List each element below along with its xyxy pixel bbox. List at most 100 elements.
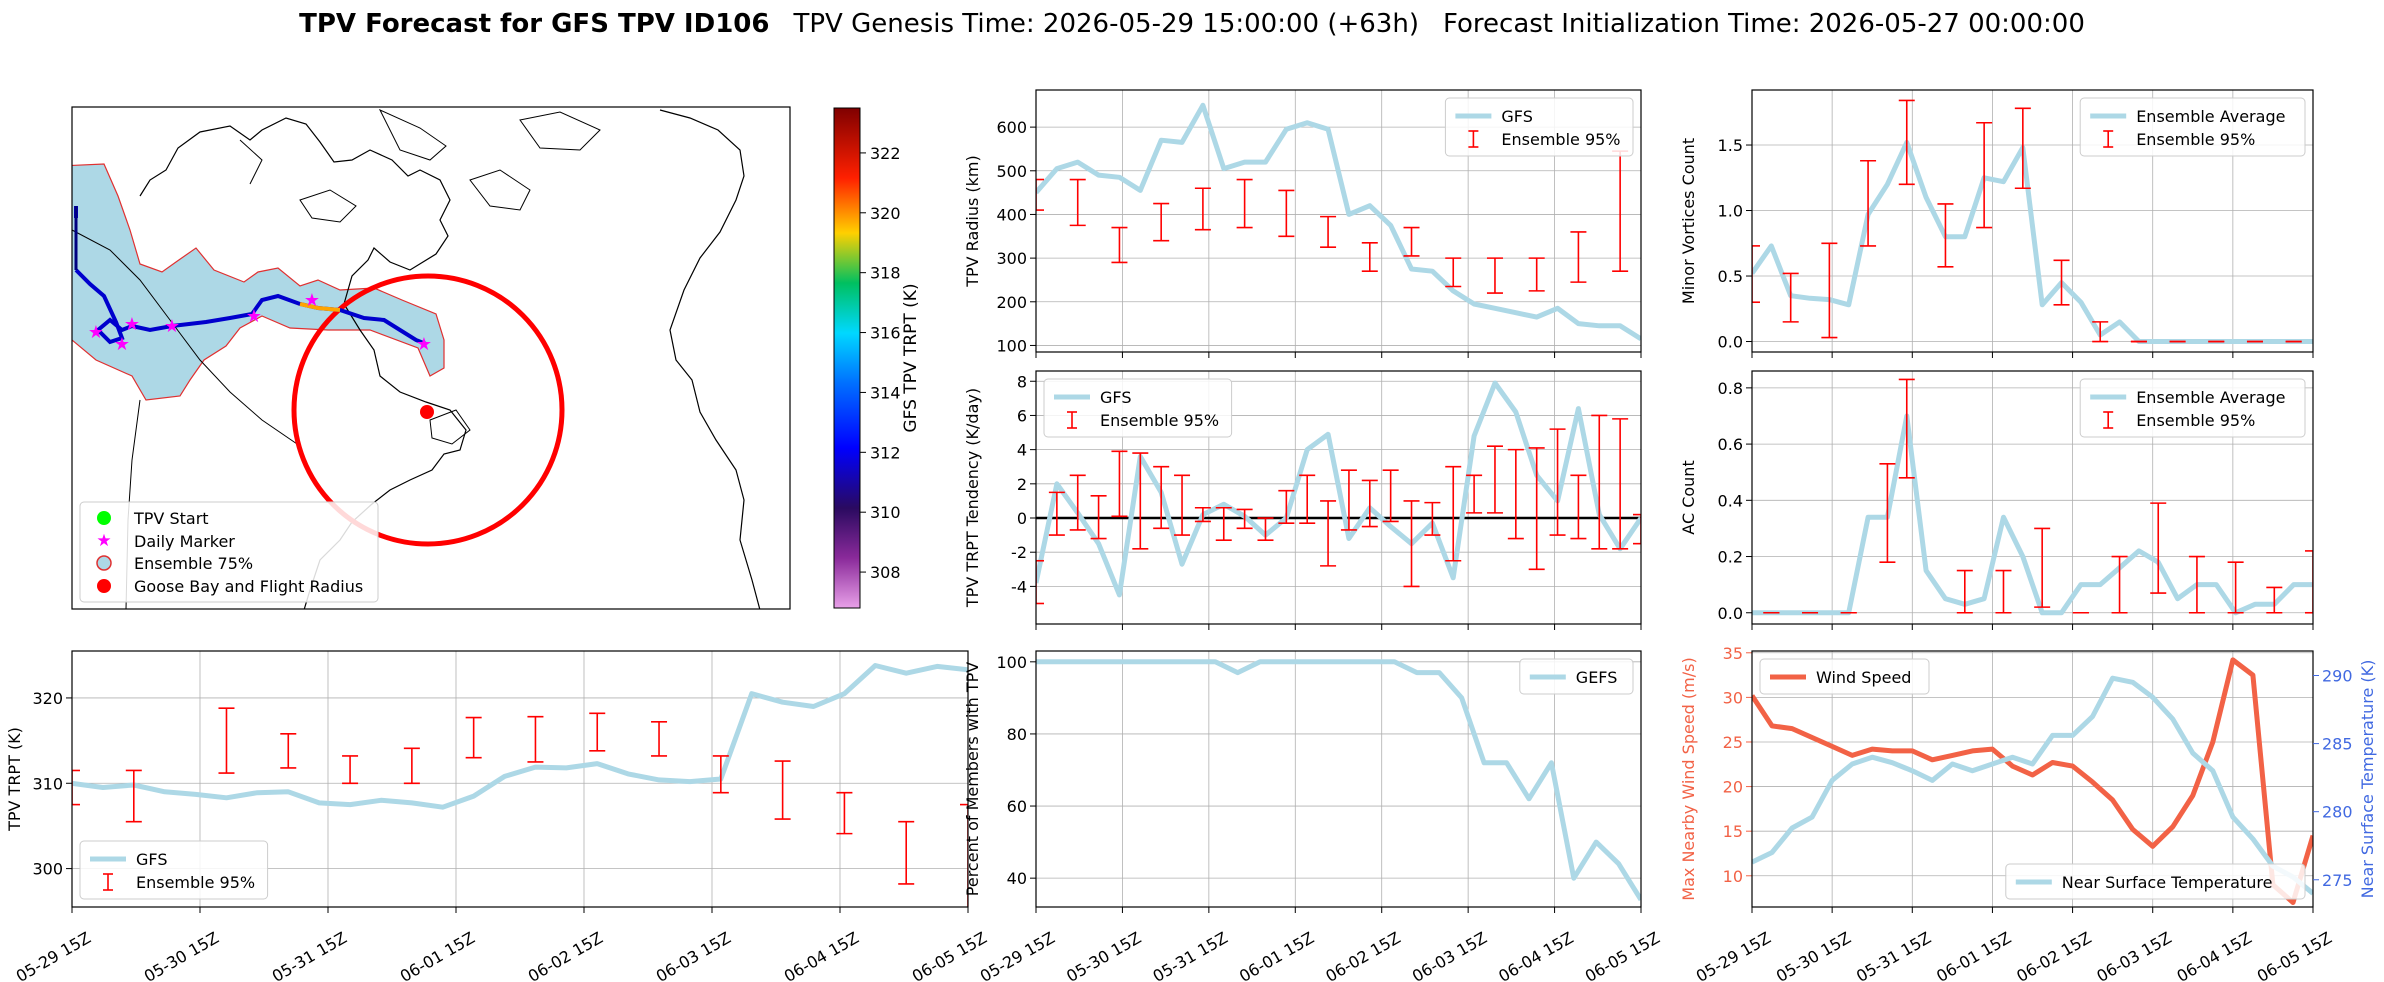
legend: GFS Ensemble 95% xyxy=(1043,378,1233,438)
y-tick-label: 0.6 xyxy=(1718,435,1743,454)
ensemble-errorbar xyxy=(1570,474,1587,540)
legend-errorbar-icon xyxy=(1468,130,1479,148)
y-tick-label: 100 xyxy=(996,653,1027,672)
daily-markers: ★ ★ ★ ★ ★ ★ ★ xyxy=(88,290,432,355)
ensemble-errorbar xyxy=(125,769,142,823)
legend-goosebay-label: Goose Bay and Flight Radius xyxy=(134,577,363,596)
colorbar-label: GFS TPV TRPT (K) xyxy=(901,283,921,432)
ensemble-errorbar xyxy=(898,820,915,885)
ensemble-errorbar xyxy=(1111,226,1128,264)
colorbar-tick-label: 320 xyxy=(870,204,901,223)
plot-area xyxy=(1036,380,1641,605)
ensemble-errorbar xyxy=(465,716,482,759)
ensemble-errorbar xyxy=(1528,257,1545,292)
y-tick-label: 100 xyxy=(996,336,1027,355)
legend-label: GFS xyxy=(136,850,167,869)
legend-start-label: TPV Start xyxy=(133,509,209,528)
ensemble-errorbar xyxy=(1236,508,1253,530)
ensemble-errorbar xyxy=(1361,242,1378,273)
axes-frame xyxy=(1751,89,2314,353)
ensemble-errorbar xyxy=(1591,414,1608,550)
ensemble-errorbar xyxy=(527,715,544,763)
y-tick-label: 400 xyxy=(996,205,1027,224)
ensemble-errorbar xyxy=(589,712,606,752)
legend-star-icon: ★ xyxy=(96,531,111,551)
y-tick-label: 0.8 xyxy=(1718,379,1743,398)
coastline xyxy=(139,117,467,609)
y-tick-label: 2 xyxy=(1017,475,1027,494)
legend-label: Ensemble Average xyxy=(2136,107,2285,126)
ensemble-errorbar xyxy=(1403,500,1420,588)
y-axis-label: Minor Vortices Count xyxy=(1679,138,1698,304)
y-tick-label: 0.4 xyxy=(1718,491,1743,510)
plot-area xyxy=(72,663,968,907)
ensemble-errorbar xyxy=(1153,465,1170,530)
ensemble-errorbar xyxy=(2150,502,2167,594)
ensemble-errorbar xyxy=(280,732,297,769)
ensemble-errorbar xyxy=(2266,586,2283,614)
map-legend: TPV Start ★ Daily Marker Ensemble 75% Go… xyxy=(79,501,379,603)
ensemble-errorbar xyxy=(2305,550,2313,614)
axes-frame xyxy=(1751,370,2314,625)
map-frame xyxy=(71,106,791,610)
ensemble-errorbar xyxy=(1153,202,1170,242)
colorbar: GFS TPV TRPT (K) 308 310 312 314 316 318 320 32… xyxy=(833,107,921,609)
y-tick-label: 35 xyxy=(1723,644,1743,663)
y-tick-label: 300 xyxy=(996,249,1027,268)
legend-label: Ensemble Average xyxy=(2136,388,2285,407)
tpv-track-warm xyxy=(299,302,341,312)
axes-frame xyxy=(71,650,969,908)
ensemble-errorbar xyxy=(342,755,359,785)
ensemble-errorbar xyxy=(1361,479,1378,528)
ensemble-errorbar xyxy=(1445,257,1462,288)
y-tick-label: 4 xyxy=(1017,441,1027,460)
colorbar-tick-label: 312 xyxy=(870,443,901,462)
y-tick-label: 200 xyxy=(996,293,1027,312)
ensemble-errorbar xyxy=(1036,178,1044,211)
y-tick-label: 1.0 xyxy=(1718,202,1743,221)
y-tick-label: 320 xyxy=(32,689,63,708)
plot-area xyxy=(1752,99,2313,344)
series-line-1 xyxy=(1752,675,2313,896)
y-tick-label: 15 xyxy=(1723,822,1743,841)
y-tick-label: 8 xyxy=(1017,372,1027,391)
ensemble-errorbar xyxy=(1528,447,1545,571)
legend-box xyxy=(1043,378,1233,438)
ensemble-errorbar xyxy=(1320,215,1337,248)
colorbar-tick-label: 318 xyxy=(870,264,901,283)
legend-box xyxy=(1759,658,1930,695)
coastline-greenland xyxy=(659,109,761,609)
y-tick-label: 310 xyxy=(32,774,63,793)
ensemble-errorbar xyxy=(1898,99,1915,186)
plot-area xyxy=(1036,102,1641,342)
axes-frame xyxy=(1035,89,1642,353)
legend-label: GFS xyxy=(1501,107,1532,126)
y2-tick-label: 275 xyxy=(2322,871,2353,890)
ensemble-errorbar xyxy=(1174,474,1191,536)
ensemble-errorbar xyxy=(1570,231,1587,283)
ensemble-errorbar xyxy=(1612,418,1629,550)
y-tick-label: 0 xyxy=(1017,509,1027,528)
y-axis-label: TPV TRPT Tendency (K/day) xyxy=(963,388,982,608)
ensemble-errorbar xyxy=(712,755,729,794)
y-tick-label: 0.0 xyxy=(1718,333,1743,352)
plot-area xyxy=(1752,657,2313,905)
legend-box xyxy=(1519,658,1634,695)
legend-start-icon xyxy=(97,511,111,525)
legend-box xyxy=(2079,97,2306,157)
ensemble-errorbar xyxy=(1320,500,1337,567)
coastline-islands xyxy=(299,108,601,445)
ensemble-errorbar xyxy=(960,803,968,907)
ensemble-errorbar xyxy=(1782,272,1799,323)
figure-title: TPV Forecast for GFS TPV ID106 TPV Genesi… xyxy=(299,9,2085,39)
y-tick-label: 30 xyxy=(1723,688,1743,707)
ensemble-errorbar xyxy=(1424,501,1441,536)
ensemble-errorbar xyxy=(1879,462,1896,563)
y-axis-label: Max Nearby Wind Speed (m/s) xyxy=(1679,657,1698,900)
colorbar-tick-label: 314 xyxy=(870,383,901,402)
y-axis-label: AC Count xyxy=(1679,460,1698,534)
ensemble-errorbar xyxy=(1507,448,1524,540)
legend-box xyxy=(79,840,269,900)
ensemble-errorbar xyxy=(1132,452,1149,550)
y-axis-label: TPV Radius (km) xyxy=(963,155,982,288)
